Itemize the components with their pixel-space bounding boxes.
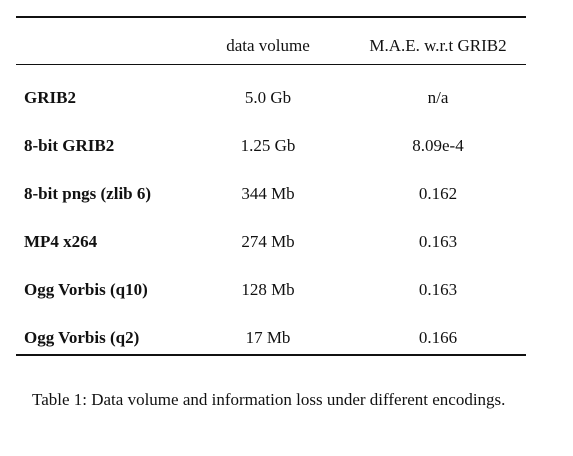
- row-data-volume: 274 Mb: [241, 232, 295, 251]
- table-row: Ogg Vorbis (q2) 17 Mb 0.166: [16, 328, 526, 376]
- row-data-volume: 128 Mb: [241, 280, 295, 299]
- table-header-row: data volume M.A.E. w.r.t GRIB2: [16, 16, 526, 64]
- row-mae: 0.163: [418, 232, 458, 251]
- row-data-volume: 1.25 Gb: [240, 136, 296, 155]
- table-header-rule: [16, 64, 526, 65]
- row-encoding-name: 8-bit GRIB2: [24, 136, 115, 155]
- row-data-volume: 344 Mb: [241, 184, 295, 203]
- header-data-volume: data volume: [226, 36, 310, 55]
- header-mae: M.A.E. w.r.t GRIB2: [369, 36, 507, 55]
- table-bottom-rule: [16, 354, 526, 356]
- table-row: 8-bit GRIB2 1.25 Gb 8.09e-4: [16, 136, 526, 184]
- table-caption: Table 1: Data volume and information los…: [32, 390, 506, 409]
- row-encoding-name: 8-bit pngs (zlib 6): [24, 184, 152, 203]
- table-row: MP4 x264 274 Mb 0.163: [16, 232, 526, 280]
- row-encoding-name: GRIB2: [24, 88, 76, 107]
- row-mae: 8.09e-4: [412, 136, 464, 155]
- table-row: 8-bit pngs (zlib 6) 344 Mb 0.162: [16, 184, 526, 232]
- table-top-rule: [16, 16, 526, 18]
- row-data-volume: 17 Mb: [245, 328, 291, 347]
- row-encoding-name: Ogg Vorbis (q2): [24, 328, 140, 347]
- row-mae: 0.162: [418, 184, 458, 203]
- row-mae: n/a: [427, 88, 449, 107]
- row-encoding-name: Ogg Vorbis (q10): [24, 280, 148, 299]
- table-row: GRIB2 5.0 Gb n/a: [16, 88, 526, 136]
- row-mae: 0.166: [418, 328, 458, 347]
- row-data-volume: 5.0 Gb: [244, 88, 292, 107]
- row-encoding-name: MP4 x264: [24, 232, 98, 251]
- table-row: Ogg Vorbis (q10) 128 Mb 0.163: [16, 280, 526, 328]
- row-mae: 0.163: [418, 280, 458, 299]
